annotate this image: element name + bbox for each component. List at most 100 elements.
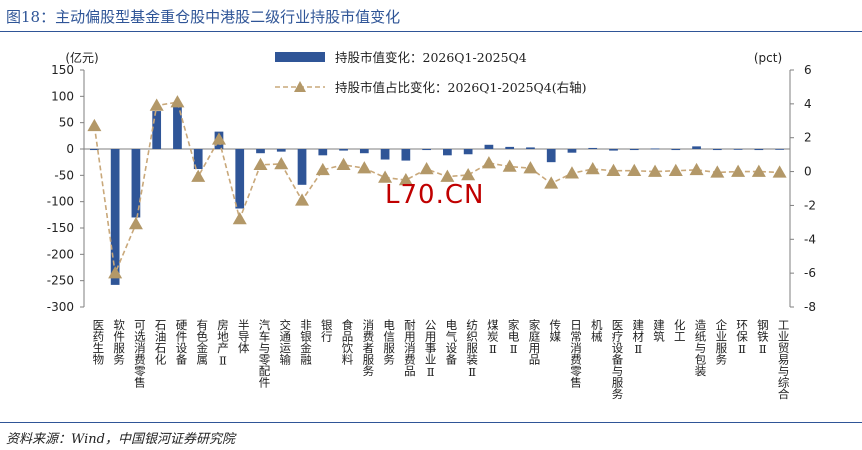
bar-11 [318, 149, 328, 156]
line-point-14 [378, 170, 393, 183]
bar-28 [671, 149, 681, 151]
category-label: 消费者服务 [361, 318, 375, 376]
category-label: 钢铁Ⅱ [756, 319, 770, 356]
left-tick-label: -300 [47, 300, 74, 314]
category-label: 日常消费零售 [569, 319, 583, 389]
left-tick-label: -200 [47, 247, 74, 261]
category-label: 房地产Ⅱ [216, 319, 230, 368]
line-point-25 [606, 163, 621, 176]
bar-26 [629, 149, 639, 151]
category-label: 工业贸易与综合 [777, 319, 791, 400]
line-point-8 [253, 157, 268, 171]
line-point-1 [108, 266, 123, 279]
category-label: 耐用消费品 [403, 319, 417, 377]
line-point-32 [751, 164, 766, 177]
line-point-5 [191, 169, 206, 182]
right-tick-label: 6 [804, 63, 812, 77]
line-point-29 [689, 162, 704, 176]
left-tick-label: 0 [66, 142, 74, 156]
right-tick-label: -8 [804, 300, 816, 314]
figure-title: 图18：主动偏股型基金重仓股中港股二级行业持股市值变化 [6, 8, 401, 26]
category-label: 有色金属 [195, 318, 209, 366]
bar-20 [505, 146, 515, 149]
bar-18 [463, 149, 473, 155]
line-point-10 [295, 193, 310, 206]
bar-13 [359, 149, 369, 154]
category-label: 银行 [320, 318, 334, 343]
line-point-17 [440, 169, 455, 182]
line-point-24 [585, 162, 600, 175]
line-point-4 [170, 95, 185, 108]
watermark-text: L70.CN [385, 180, 484, 210]
left-tick-label: -250 [47, 274, 74, 288]
bar-0 [90, 149, 99, 151]
line-point-21 [523, 161, 538, 174]
legend: 持股市值变化：2026Q1-2025Q4 持股市值占比变化：2026Q1-2025… [275, 50, 587, 95]
category-label: 建材Ⅱ [631, 318, 645, 356]
category-label: 企业服务 [714, 318, 728, 365]
category-label: 造纸与包装 [694, 318, 708, 377]
right-tick-label: 4 [804, 97, 812, 111]
bar-25 [609, 149, 618, 151]
right-tick-label: -6 [804, 266, 816, 280]
line-point-7 [232, 211, 247, 225]
category-label: 半导体 [237, 318, 251, 353]
right-tick-label: 2 [804, 131, 812, 145]
bar-12 [339, 149, 348, 151]
line-point-26 [627, 163, 642, 176]
bar-14 [380, 149, 390, 160]
category-label: 机械 [590, 318, 604, 343]
bar-30 [712, 149, 722, 151]
chart-canvas: 150 100 50 0 -50 -100 -150 -200 -250 -300 6 4 2 0 -2 -4… [47, 50, 816, 400]
category-label: 传媒 [548, 318, 562, 343]
legend-line-label: 持股市值占比变化：2026Q1-2025Q4(右轴) [335, 80, 587, 95]
bar-33 [775, 149, 784, 150]
left-tick-label: -50 [54, 168, 74, 182]
category-label: 化工 [673, 318, 687, 342]
source-note: 资料来源：Wind，中国银河证券研究院 [6, 432, 235, 447]
category-label: 非银金融 [299, 319, 313, 366]
line-point-0 [87, 118, 102, 132]
bar-27 [650, 148, 660, 150]
category-label: 可选消费零售 [133, 319, 147, 389]
category-label: 交通运输 [278, 318, 292, 366]
line-point-33 [772, 165, 787, 178]
left-tick-label: -100 [47, 195, 74, 209]
category-label: 家电Ⅱ [507, 318, 521, 356]
category-label: 软件服务 [112, 318, 126, 365]
bar-7 [235, 149, 245, 209]
line-point-6 [211, 132, 226, 145]
category-label: 建筑 [652, 318, 666, 342]
line-point-15 [398, 173, 413, 186]
line-point-19 [481, 156, 496, 169]
line-point-23 [564, 166, 579, 179]
line-point-13 [357, 161, 372, 174]
bar-2 [131, 149, 141, 218]
bar-series [90, 105, 784, 285]
bar-23 [567, 149, 577, 153]
bar-31 [733, 149, 743, 150]
bar-3 [152, 111, 162, 149]
line-point-31 [731, 164, 746, 177]
line-point-27 [648, 164, 663, 177]
tick-labels: 150 100 50 0 -50 -100 -150 -200 -250 -300 6 4 2 0 -2 -4… [47, 50, 816, 400]
category-label: 汽车与零配件 [258, 318, 272, 389]
bar-9 [276, 149, 286, 152]
line-point-16 [419, 162, 434, 175]
bar-19 [484, 144, 494, 149]
bar-24 [588, 147, 598, 149]
category-label: 煤炭Ⅱ [486, 319, 500, 356]
bar-29 [692, 146, 701, 149]
line-point-18 [461, 167, 476, 181]
right-tick-label: 0 [804, 165, 812, 179]
legend-bar-label: 持股市值变化：2026Q1-2025Q4 [335, 50, 527, 65]
category-label: 电气设备 [444, 319, 458, 366]
line-point-28 [668, 163, 683, 176]
left-tick-label: -150 [47, 221, 74, 235]
bar-21 [526, 147, 535, 149]
line-point-12 [336, 157, 351, 171]
line-point-22 [544, 176, 559, 189]
bar-5 [193, 149, 203, 170]
category-label: 环保Ⅱ [735, 319, 749, 356]
line-point-2 [128, 217, 143, 230]
